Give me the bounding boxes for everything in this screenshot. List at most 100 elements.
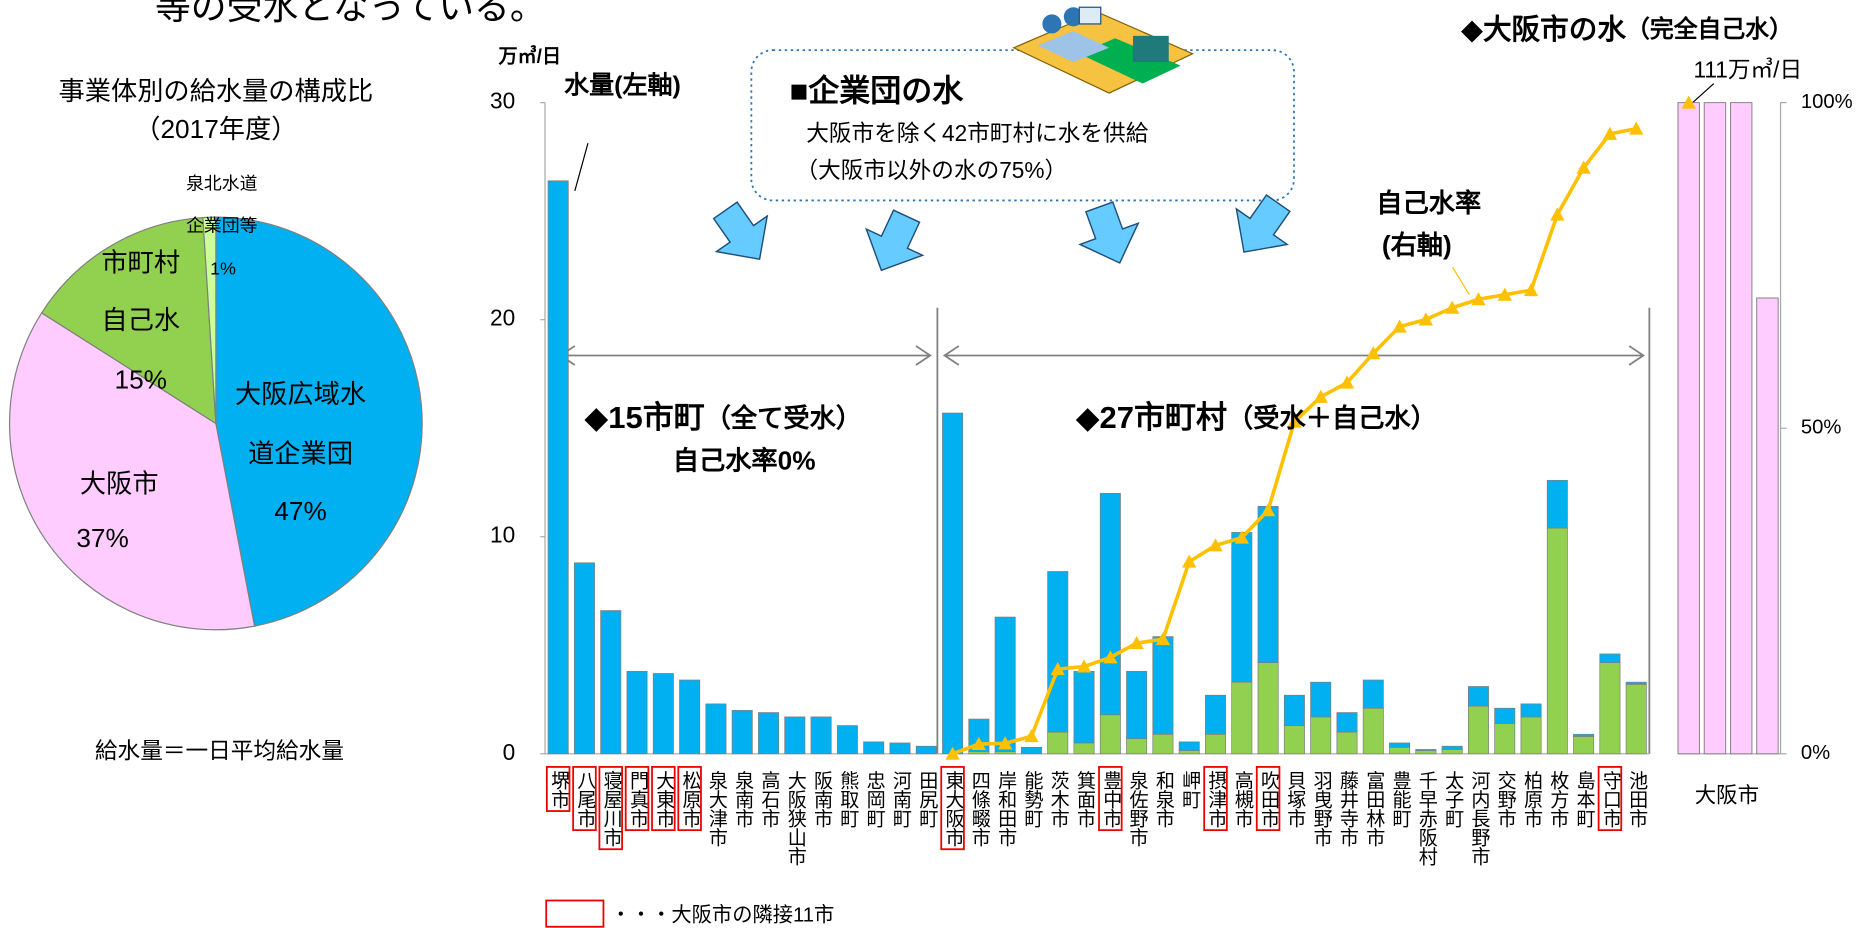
rate-label: 自己水率 [1376,188,1481,218]
bar-segment [705,703,727,755]
bar-segment [1546,527,1568,755]
callout-title: ■企業団の水 [790,73,965,108]
x-tick-label: 太子町 [1442,770,1464,827]
y-tick-label: 20 [490,305,515,331]
bar-segment [731,710,753,755]
x-tick-label: 忠岡町 [864,770,886,827]
adjacent-box [1255,766,1281,832]
bar [1703,102,1727,755]
rate-marker [945,746,960,760]
x-tick-label: 豊能町 [1390,770,1411,827]
rate-marker [1050,661,1065,676]
x-tick-label: 堺市 [548,770,570,808]
x-tick-label: 貝塚市 [1284,770,1306,827]
bar-segment [1599,653,1621,663]
bar-segment [1362,707,1384,755]
rate-marker [1208,538,1223,552]
x-tick-label: 八尾市 [574,770,596,827]
bar-segment [1047,571,1069,733]
x-tick-label: 枚方市 [1547,770,1569,827]
bar-segment [1231,532,1253,683]
rate-marker [1260,503,1276,517]
x-tick-label: 箕面市 [1074,770,1096,827]
x-tick-label: 能勢町 [1021,770,1043,827]
x-tick-label: 池田市 [1626,770,1648,827]
x-tick-label: 高石市 [758,770,780,827]
bar-segment [942,412,964,755]
rate-marker [1471,292,1486,306]
legend-box [545,899,605,928]
x-tick-label: 柏原市 [1521,770,1543,827]
y-tick-label: 0 [503,739,516,765]
y2-tick-label: 100% [1801,91,1853,113]
bar-segment [810,716,832,755]
y2-tick-label: 50% [1801,417,1842,439]
pie-value-label: 15% [114,365,166,395]
bar-segment [1310,716,1332,755]
pie-label: 泉北水道 [186,174,258,194]
rate-marker [1550,207,1565,221]
rate-marker [1129,635,1144,650]
pie-label: 市町村 [101,248,180,278]
bar-segment [1152,733,1174,755]
x-tick-label: 四條畷市 [969,770,991,846]
callout-line: （大阪市以外の水の75%） [795,157,1067,183]
x-tick-label: 泉佐野市 [1127,770,1149,847]
x-tick-label: 千早赤阪村 [1416,770,1438,866]
rate-marker [1103,650,1118,664]
adjacent-box [545,766,571,812]
rate-marker [1523,283,1539,297]
bar-segment [1494,723,1516,755]
adjacent-box [1597,766,1623,832]
callout-box [750,49,1295,202]
bar-segment [1520,703,1542,718]
bar-segment [1520,716,1542,755]
bar-segment [1546,479,1568,529]
pie-label: 道企業団 [248,439,353,469]
bar-segment [1573,733,1595,737]
rate-marker [1313,389,1328,403]
bar-segment [1178,741,1200,751]
y-unit: 万㎥/日 [498,44,562,67]
x-tick-label: 摂津市 [1205,770,1227,827]
bar-segment [1336,731,1358,755]
bar-segment [679,679,701,755]
x-tick-label: 熊取町 [837,770,859,827]
adjacent-box [1098,766,1123,832]
x-tick-label: 河南町 [890,770,912,827]
pie-value-label: 47% [274,496,326,526]
leader-line [574,143,589,192]
bar-segment [1494,707,1516,724]
bar-segment [1020,746,1042,755]
bar-segment [1415,750,1437,755]
leader-line [1689,83,1715,106]
bar-segment [1310,681,1332,718]
x-tick-label: 富田林市 [1363,770,1385,847]
pie-label: 企業団等 [186,215,258,235]
bar-segment [1126,670,1148,739]
bar-segment [1152,636,1174,735]
bar-segment [1073,742,1095,755]
category-label: 大阪市 [1695,783,1759,807]
rate-marker [1681,95,1696,109]
pie-value-label: 37% [76,523,128,553]
pie-slice [40,216,217,425]
bar-segment [1625,683,1647,755]
x-tick-label: 門真市 [627,770,649,827]
x-tick-label: 藤井寺市 [1337,770,1359,847]
adjacent-box [598,766,623,851]
group-label-sub: （全て受水） [705,403,862,433]
pie-value-label: 1% [210,258,236,278]
y-tick-label: 10 [490,522,515,548]
adjacent-box [1203,766,1228,832]
group-label-main: ◆27市町村 [1076,400,1227,435]
x-tick-label: 交野市 [1495,770,1517,827]
bar [1677,102,1700,755]
bar [1756,297,1779,755]
x-tick-label: 岸和田市 [995,770,1017,847]
x-tick-label: 松原市 [680,770,702,827]
bar-segment [1599,662,1621,755]
x-tick-label: 吹田市 [1258,770,1280,827]
bar-segment [1257,662,1279,755]
bar-segment [758,712,780,755]
